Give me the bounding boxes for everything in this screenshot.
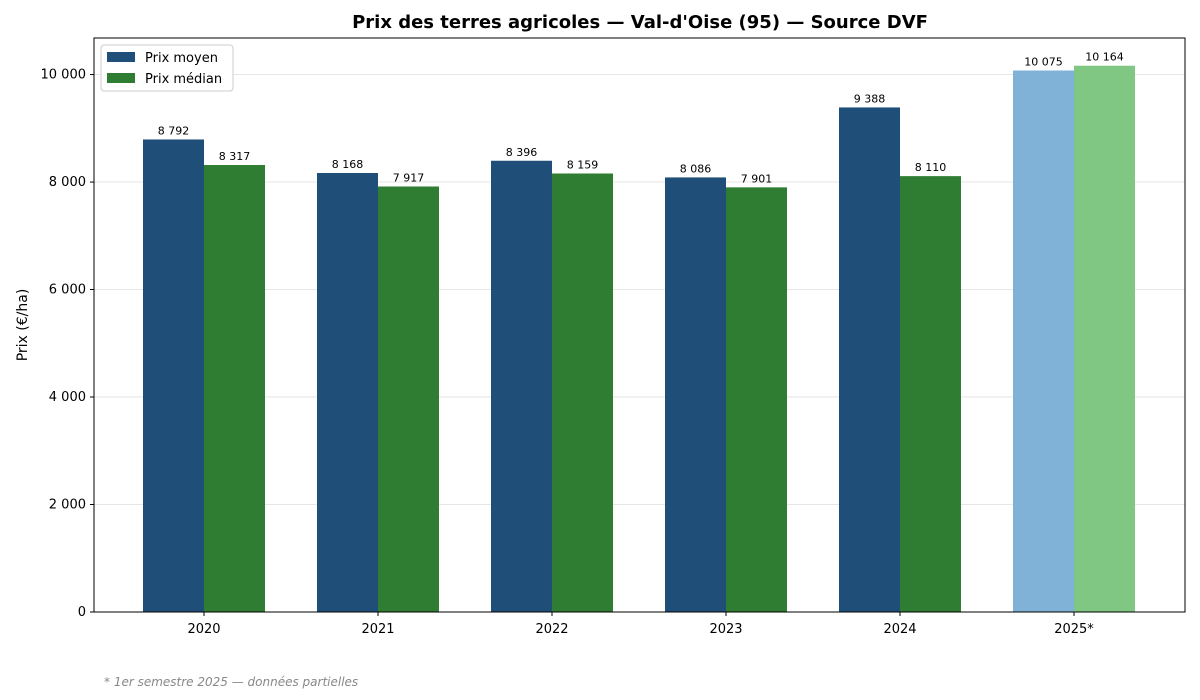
data-label: 10 164	[1085, 51, 1124, 64]
bar-mean	[143, 139, 204, 612]
y-tick-label: 0	[78, 605, 86, 620]
bar-median	[900, 176, 961, 612]
y-axis-label: Prix (€/ha)	[15, 289, 31, 362]
y-tick-label: 8 000	[49, 175, 86, 190]
data-label: 8 159	[567, 158, 599, 171]
bar-mean	[491, 160, 552, 612]
bar-median	[552, 173, 613, 612]
data-label: 8 110	[915, 161, 947, 174]
bar-mean	[665, 177, 726, 613]
x-tick-label: 2023	[709, 622, 742, 637]
bar-median	[204, 165, 265, 612]
x-tick-label: 2022	[535, 622, 568, 637]
chart-title: Prix des terres agricoles — Val-d'Oise (…	[352, 12, 928, 33]
bar-median	[726, 187, 787, 612]
data-label: 8 792	[158, 124, 190, 137]
data-label: 8 317	[219, 150, 251, 163]
x-tick-label: 2024	[883, 622, 916, 637]
y-tick-label: 4 000	[49, 390, 86, 405]
x-tick-label: 2025*	[1054, 622, 1094, 637]
legend-swatch	[107, 73, 135, 83]
bar-mean	[1013, 70, 1074, 612]
bar-mean	[839, 107, 900, 612]
data-label: 7 901	[741, 172, 773, 185]
bar-median	[378, 186, 439, 612]
bar-mean	[317, 173, 378, 612]
data-label: 10 075	[1024, 56, 1063, 69]
data-label: 9 388	[854, 92, 886, 105]
footnote: * 1er semestre 2025 — données partielles	[104, 675, 359, 689]
bar-median	[1074, 65, 1135, 612]
plot-frame	[93, 37, 1186, 613]
data-label: 8 086	[680, 162, 712, 175]
data-label: 7 917	[393, 171, 425, 184]
y-tick-label: 2 000	[49, 498, 86, 513]
data-label: 8 396	[506, 146, 538, 159]
data-label: 8 168	[332, 158, 364, 171]
legend-swatch	[107, 52, 135, 62]
x-tick-label: 2021	[361, 622, 394, 637]
x-tick-label: 2020	[187, 622, 220, 637]
y-tick-label: 10 000	[41, 68, 87, 83]
legend-label: Prix médian	[145, 72, 222, 87]
y-tick-label: 6 000	[49, 283, 86, 298]
legend-label: Prix moyen	[145, 51, 218, 66]
